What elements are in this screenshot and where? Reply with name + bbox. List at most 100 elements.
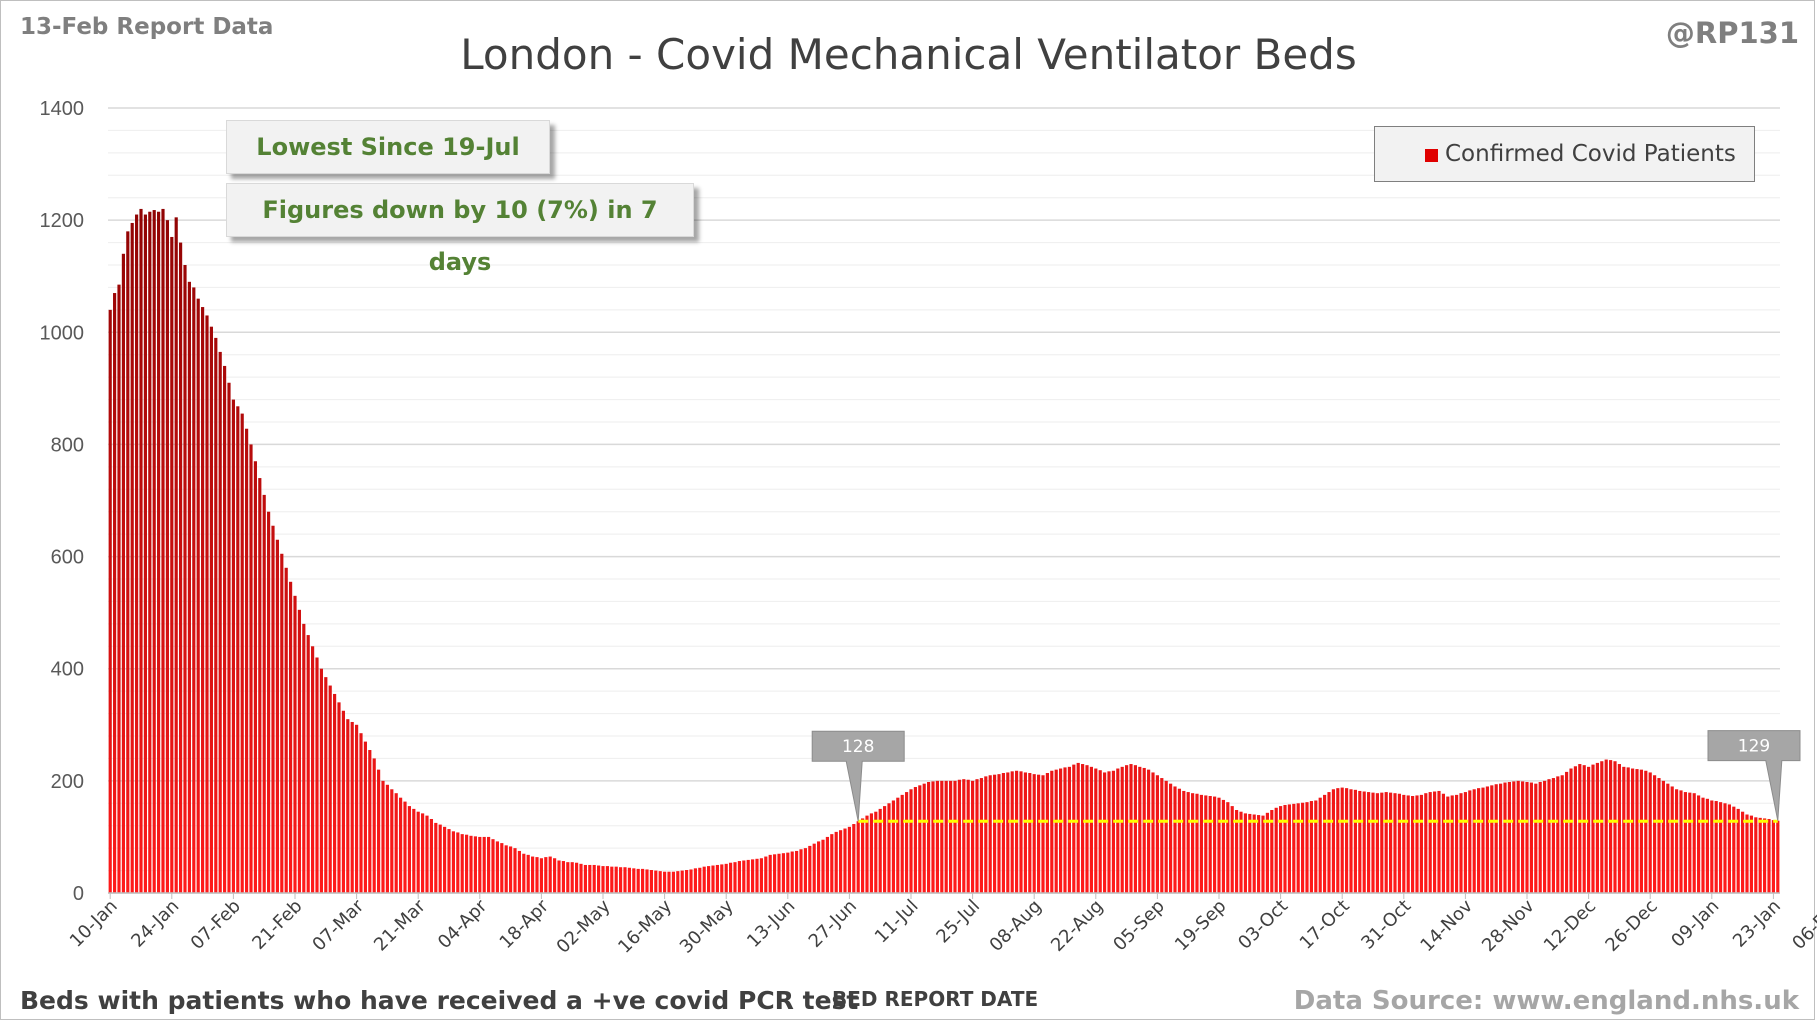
- x-tick-label: 23-Jan: [1729, 896, 1785, 952]
- bar: [808, 845, 812, 893]
- bar: [1279, 806, 1283, 893]
- bar: [856, 821, 860, 893]
- bar: [297, 609, 301, 893]
- bar: [645, 869, 649, 893]
- bar: [1459, 793, 1463, 893]
- bar: [733, 862, 737, 893]
- bar: [196, 298, 200, 893]
- bar: [187, 281, 191, 893]
- bar: [663, 871, 667, 893]
- bar: [1235, 810, 1239, 893]
- bar: [658, 871, 662, 893]
- bar: [1384, 792, 1388, 893]
- bar: [1617, 764, 1621, 893]
- bar: [566, 862, 570, 893]
- bar: [1767, 818, 1771, 893]
- bar: [1560, 775, 1564, 893]
- bar: [768, 854, 772, 893]
- bar: [790, 851, 794, 893]
- bar: [1041, 775, 1045, 893]
- bar: [1287, 804, 1291, 893]
- bar: [1499, 783, 1503, 893]
- bar: [443, 826, 447, 893]
- bar: [1243, 813, 1247, 893]
- bar: [759, 858, 763, 893]
- bar: [1450, 795, 1454, 893]
- y-tick-label: 0: [73, 883, 84, 905]
- bar: [152, 210, 156, 894]
- bar: [1538, 781, 1542, 893]
- bar: [1252, 814, 1256, 893]
- bar: [803, 848, 807, 893]
- bar: [949, 780, 953, 893]
- bar: [1771, 820, 1775, 893]
- bar: [319, 668, 323, 893]
- bar: [1169, 783, 1173, 893]
- x-tick-label: 13-Jun: [743, 896, 799, 952]
- bar: [1107, 771, 1111, 893]
- bar: [1081, 764, 1085, 893]
- bar: [1503, 782, 1507, 893]
- bar: [993, 774, 997, 893]
- bar: [1626, 767, 1630, 893]
- bar: [1292, 803, 1296, 893]
- bar: [676, 871, 680, 893]
- bar: [1147, 769, 1151, 893]
- bar: [1173, 786, 1177, 893]
- bar: [1670, 786, 1674, 893]
- bar: [522, 853, 526, 893]
- bar: [487, 836, 491, 893]
- bar: [227, 382, 231, 893]
- x-tick-label: 08-Aug: [986, 896, 1046, 956]
- y-tick-label: 800: [51, 434, 84, 456]
- bar: [561, 861, 565, 893]
- bar: [412, 808, 416, 893]
- bar: [1274, 807, 1278, 893]
- bar: [689, 869, 693, 893]
- bar: [1023, 772, 1027, 893]
- bar: [108, 309, 112, 893]
- bar: [966, 779, 970, 893]
- bar: [641, 868, 645, 893]
- bar: [478, 836, 482, 893]
- bar: [1604, 759, 1608, 893]
- bar: [1098, 770, 1102, 893]
- bar: [579, 863, 583, 893]
- bar: [456, 832, 460, 893]
- bar: [1415, 795, 1419, 893]
- bar: [962, 779, 966, 893]
- bar: [1719, 802, 1723, 893]
- x-tick-label: 18-Apr: [496, 895, 554, 953]
- bar: [280, 553, 284, 893]
- bar: [1741, 811, 1745, 893]
- x-tick-label: 24-Jan: [127, 896, 183, 952]
- bar: [390, 789, 394, 893]
- bar: [715, 864, 719, 893]
- bar: [869, 813, 873, 893]
- marker-pointer: [1707, 730, 1801, 821]
- bar: [979, 778, 983, 893]
- bar: [1318, 797, 1322, 893]
- bar: [539, 858, 543, 893]
- bar: [557, 860, 561, 893]
- bar: [1257, 815, 1261, 893]
- bar: [918, 785, 922, 893]
- bar: [394, 793, 398, 893]
- bar: [504, 845, 508, 893]
- bar: [830, 834, 834, 894]
- bar: [1424, 793, 1428, 893]
- bar: [183, 265, 187, 893]
- bar: [1301, 802, 1305, 893]
- author-handle: @RP131: [1665, 16, 1799, 50]
- bar: [707, 866, 711, 893]
- bar: [1358, 790, 1362, 893]
- bar: [130, 222, 134, 893]
- bar: [1217, 797, 1221, 893]
- bar: [1494, 784, 1498, 893]
- x-tick-label: 12-Dec: [1540, 896, 1600, 956]
- bar: [1653, 775, 1657, 893]
- bar: [588, 864, 592, 893]
- bar: [742, 860, 746, 893]
- x-tick-label: 11-Jul: [871, 896, 923, 948]
- bar: [306, 635, 310, 893]
